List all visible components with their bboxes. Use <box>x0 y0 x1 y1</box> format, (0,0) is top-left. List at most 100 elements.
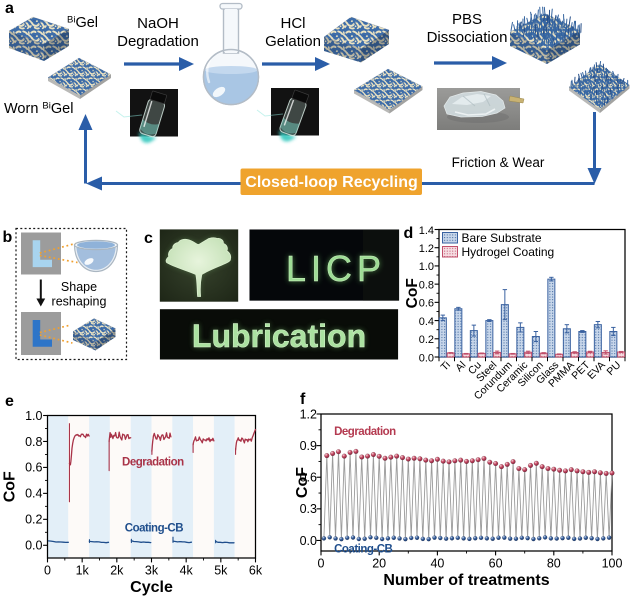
worn-bigel-slab-left-edge <box>48 77 80 99</box>
zoom-link-lines-bottom <box>39 324 73 344</box>
x-tick-label: 5k <box>214 564 228 578</box>
spike <box>532 25 535 34</box>
data-point <box>353 448 359 455</box>
series-label-1: Coating-CB <box>125 523 183 535</box>
data-point <box>600 536 606 541</box>
spike <box>612 70 615 77</box>
spike <box>601 95 604 101</box>
data-point <box>399 455 406 461</box>
spike <box>526 22 528 31</box>
data-point <box>455 535 461 541</box>
spike <box>523 23 526 32</box>
error-bar <box>618 350 624 354</box>
y-tick-label: 1.4 <box>419 225 434 237</box>
spike <box>578 73 581 81</box>
spike <box>608 95 610 102</box>
spike <box>595 82 599 88</box>
spike <box>602 84 604 92</box>
background-band <box>130 415 152 558</box>
ginkgo-leaf <box>165 237 232 297</box>
background-band <box>109 415 131 558</box>
data-point <box>417 456 423 462</box>
spike <box>601 78 604 85</box>
data-point <box>568 467 574 473</box>
error-bar <box>471 324 477 337</box>
mold-photo-bottom <box>21 312 61 355</box>
spike <box>554 14 557 23</box>
spike <box>596 68 599 74</box>
data-point <box>356 536 362 542</box>
y-axis-title: CoF <box>2 471 19 502</box>
bar <box>485 320 494 358</box>
spike <box>598 65 602 71</box>
trace-segment <box>151 432 172 452</box>
trace-segment <box>68 433 90 466</box>
regelated-cube-right-face <box>361 30 389 63</box>
series-degradation <box>68 423 257 503</box>
error-bar <box>549 276 554 282</box>
spike <box>583 91 586 97</box>
data-point <box>405 456 411 462</box>
y-tick-label: 0.6 <box>419 298 434 310</box>
y-tick-label: 0.0 <box>419 352 434 364</box>
data-point <box>525 535 530 541</box>
spike <box>545 35 548 45</box>
spike <box>589 73 593 80</box>
data-point <box>481 455 487 462</box>
data-point <box>339 536 344 542</box>
step3-line1: PBS <box>452 11 482 28</box>
licp-text: LICP <box>286 248 386 289</box>
x-tick-label: 4k <box>180 564 194 578</box>
spike <box>581 80 584 86</box>
spike <box>600 73 603 79</box>
spike <box>598 81 601 87</box>
error-bar <box>479 352 484 355</box>
y-tick-label: 0.6 <box>25 461 42 475</box>
spike <box>616 79 620 87</box>
vial-highlight <box>283 99 295 126</box>
vial-reflection <box>256 109 284 117</box>
data-point <box>513 536 519 542</box>
vial-cap <box>291 89 309 104</box>
worn-bigel-label: Worn BiGel <box>4 101 73 118</box>
data-point <box>414 535 420 541</box>
y-tick-label: 1.2 <box>419 243 434 255</box>
spike <box>537 9 539 19</box>
spike <box>606 88 610 95</box>
spike <box>580 72 583 78</box>
data-point <box>527 462 534 469</box>
data-point <box>519 535 525 541</box>
error-bar <box>440 314 446 322</box>
legend-label: Hydrogel Coating <box>462 245 555 259</box>
spike <box>603 70 607 77</box>
panel-d-label: d <box>404 225 414 242</box>
data-point <box>440 458 446 464</box>
vial <box>278 89 309 142</box>
panel-e-cycle-chart: e 0.0 0.2 0.4 0.6 0.8 1.0 0 1k 2k 3k 4k 5k 6k CoF Cycle… <box>2 393 263 596</box>
spike <box>543 14 546 22</box>
data-point <box>562 468 569 474</box>
data-point <box>344 535 350 541</box>
background-band <box>47 415 69 558</box>
series-label-1: Coating-CB <box>334 544 392 556</box>
error-bar <box>502 289 508 321</box>
spike <box>565 26 568 34</box>
spike <box>544 23 547 32</box>
panel-c-luminescence-photos: c LICP LICP Lubrication Lubrication <box>144 229 400 360</box>
data-point <box>385 536 391 541</box>
error-bar <box>533 331 539 343</box>
spike <box>613 91 616 97</box>
panel-e-label: e <box>5 393 14 410</box>
trace-segment <box>108 431 132 443</box>
data-point <box>368 534 373 540</box>
error-bar <box>580 330 585 333</box>
y-tick-label: 0.6 <box>300 471 317 485</box>
data-point <box>498 464 505 470</box>
vial-cap <box>149 90 167 104</box>
panel-a-label: a <box>5 0 14 17</box>
vial-glow-stand <box>278 130 297 142</box>
spike <box>584 76 587 84</box>
legend-label: Bare Substrate <box>462 231 542 245</box>
